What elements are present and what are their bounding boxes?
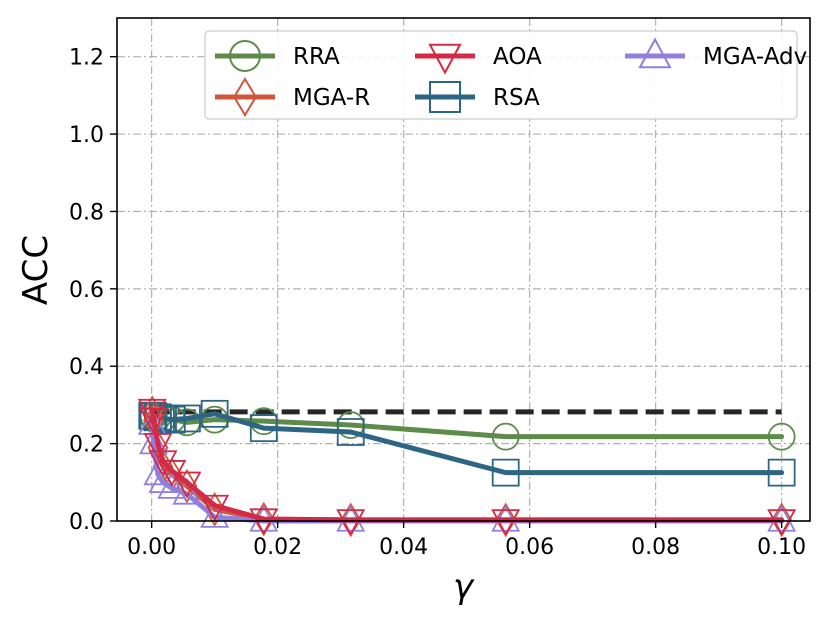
- series-group: [137, 395, 797, 538]
- x-tick-label: 0.08: [631, 535, 680, 560]
- x-axis-label: γ: [453, 567, 475, 607]
- data-point-marker: [767, 422, 796, 451]
- data-point-marker: [200, 399, 229, 428]
- legend-item-rra: RRA: [215, 40, 340, 72]
- data-point-marker: [173, 404, 201, 433]
- y-tick-label: 0.0: [69, 510, 104, 535]
- data-point-marker: [176, 468, 198, 504]
- y-tick-label: 0.4: [69, 355, 104, 380]
- x-tick-label: 0.10: [757, 535, 806, 560]
- x-tick-label: 0.06: [505, 535, 554, 560]
- legend-label: AOA: [493, 44, 542, 70]
- x-tick-label: 0.02: [253, 535, 302, 560]
- data-point-marker: [336, 418, 365, 446]
- legend-label: MGA-Adv: [703, 44, 807, 70]
- legend-item-aoa: AOA: [415, 43, 542, 75]
- plot-frame: [116, 17, 811, 522]
- data-point-marker: [204, 492, 226, 527]
- data-point-marker: [200, 500, 230, 528]
- ticks-group: 0.00 0.02 0.04 0.06 0.08 0.10 0.0 0.2 0.4 0.6 0.8 1…: [69, 46, 806, 560]
- x-tick-label: 0.00: [127, 535, 176, 560]
- legend-label: RRA: [293, 44, 340, 70]
- legend-item-mga-r: MGA-R: [215, 77, 370, 117]
- legend-marker: [638, 37, 672, 69]
- x-tick-label: 0.04: [379, 535, 428, 560]
- legend: RRA MGA-R AOA RSA MGA-Adv: [204, 30, 807, 120]
- y-tick-label: 1.0: [69, 123, 104, 148]
- legend-marker: [429, 81, 461, 113]
- legend-label: RSA: [493, 85, 540, 111]
- data-point-marker: [139, 407, 169, 435]
- data-point-marker: [200, 494, 230, 522]
- legend-label: MGA-R: [293, 85, 370, 111]
- y-tick-label: 0.8: [69, 200, 104, 225]
- data-point-marker: [157, 471, 187, 499]
- data-point-marker: [137, 398, 167, 426]
- data-point-marker: [172, 471, 202, 499]
- data-point-marker: [148, 450, 178, 478]
- legend-marker: [233, 77, 257, 117]
- legend-item-mga-adv: MGA-Adv: [625, 37, 807, 70]
- data-point-marker: [157, 405, 186, 434]
- data-point-marker: [767, 458, 796, 487]
- legend-marker: [428, 43, 462, 75]
- y-axis-label: ACC: [16, 235, 56, 305]
- data-point-marker: [336, 509, 366, 537]
- data-point-marker: [143, 432, 173, 460]
- y-tick-label: 1.2: [69, 46, 104, 71]
- data-point-marker: [491, 458, 520, 487]
- data-point-marker: [491, 422, 520, 451]
- data-point-marker: [172, 477, 202, 505]
- series-line: [149, 407, 785, 523]
- legend-marker: [229, 40, 261, 72]
- data-point-marker: [249, 414, 278, 443]
- y-tick-label: 0.2: [69, 433, 104, 458]
- data-point-marker: [491, 509, 521, 537]
- data-point-marker: [767, 509, 797, 537]
- series-aoa: [137, 398, 797, 537]
- legend-item-rsa: RSA: [415, 81, 540, 113]
- legend-frame: [204, 30, 798, 120]
- y-tick-label: 0.6: [69, 278, 104, 303]
